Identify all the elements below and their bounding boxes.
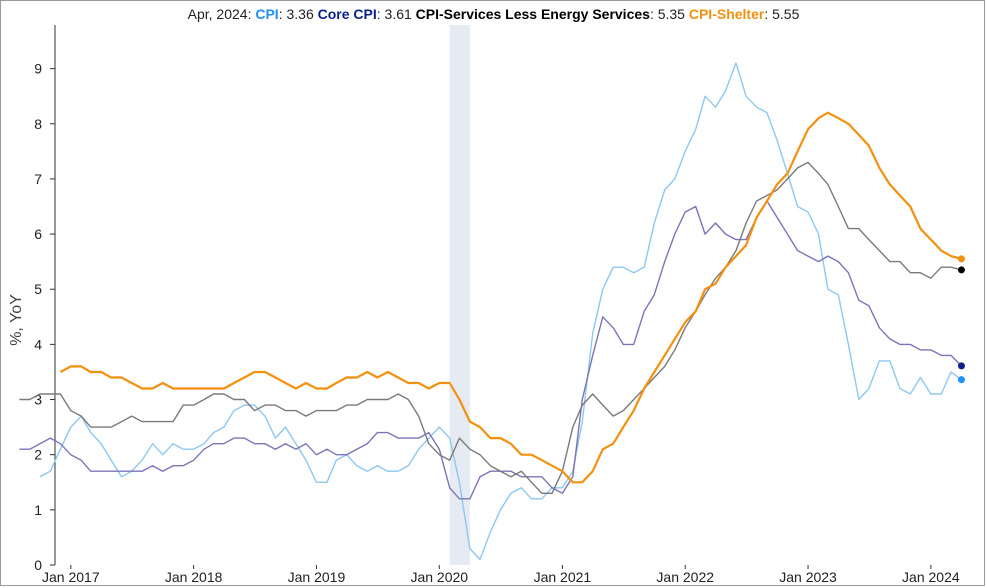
- x-tick-label: Jan 2018: [165, 569, 223, 585]
- y-tick-label: 7: [34, 171, 42, 187]
- y-tick-label: 2: [34, 447, 42, 463]
- x-tick-label: Jan 2020: [410, 569, 468, 585]
- series-line-4: [59, 111, 962, 484]
- x-tick-label: Jan 2024: [902, 569, 960, 585]
- series-line-3: [19, 161, 962, 494]
- legend-shelter-name: CPI-Shelter: [688, 6, 765, 22]
- series-layer: [19, 62, 962, 561]
- x-tick-label: Jan 2019: [288, 569, 346, 585]
- series-end-dot-3: [957, 266, 965, 274]
- series-line-1: [39, 62, 962, 561]
- series-end-dot-4: [957, 255, 965, 263]
- legend-date: Apr, 2024: [187, 6, 248, 22]
- legend-core-cpi-value: 3.61: [384, 6, 412, 22]
- x-tick-label: Jan 2021: [534, 569, 592, 585]
- y-tick-label: 4: [34, 336, 42, 352]
- legend-services-value: 5.35: [657, 6, 685, 22]
- y-tick-label: 9: [34, 61, 42, 77]
- end-dots-layer: [957, 255, 965, 384]
- series-end-dot-1: [957, 376, 965, 384]
- legend-core-cpi-name: Core CPI: [317, 6, 377, 22]
- axes-layer: 0 1 2 3 4 5 6 7 8 9 Jan 2017 Jan 2018 Jan 2019 Jan 20…: [34, 25, 960, 585]
- y-tick-label: 8: [34, 116, 42, 132]
- chart-legend: Apr, 2024: CPI: 3.36 Core CPI: 3.61 CPI-…: [187, 6, 800, 22]
- y-tick-label: 3: [34, 392, 42, 408]
- y-tick-label: 1: [34, 502, 42, 518]
- y-tick-label: 0: [34, 557, 42, 573]
- legend-shelter-value: 5.55: [772, 6, 800, 22]
- legend-cpi-value: 3.36: [286, 6, 314, 22]
- y-tick-label: 6: [34, 226, 42, 242]
- x-tick-label: Jan 2017: [42, 569, 100, 585]
- y-axis-label: %, YoY: [8, 294, 25, 346]
- series-line-2: [19, 200, 962, 500]
- x-tick-label: Jan 2023: [779, 569, 837, 585]
- series-end-dot-2: [957, 362, 965, 370]
- recession-band: [449, 25, 470, 565]
- y-tick-label: 5: [34, 281, 42, 297]
- legend-services-name: CPI-Services Less Energy Services: [415, 6, 650, 22]
- legend-cpi-name: CPI: [255, 6, 279, 22]
- x-tick-label: Jan 2022: [656, 569, 714, 585]
- recession-band-layer: [449, 25, 470, 565]
